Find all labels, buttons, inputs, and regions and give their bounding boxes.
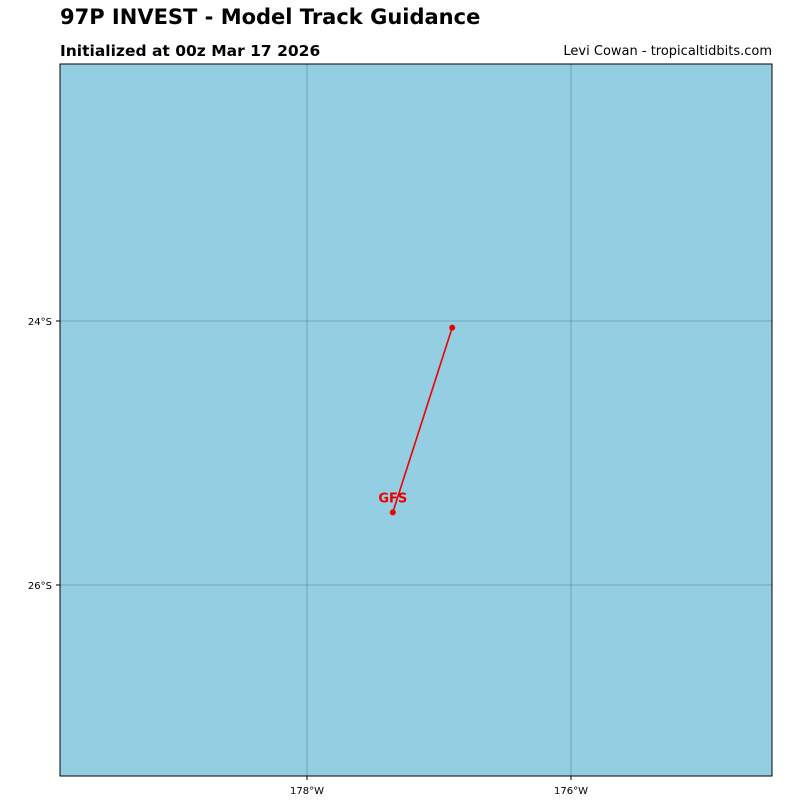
- ocean-background: [60, 64, 772, 776]
- lat-tick-label: 26°S: [28, 581, 52, 592]
- page-title: 97P INVEST - Model Track Guidance: [60, 5, 481, 29]
- credit-text: Levi Cowan - tropicaltidbits.com: [563, 44, 772, 59]
- track-label: GFS: [378, 491, 407, 506]
- lat-tick-label: 24°S: [28, 317, 52, 328]
- track-point: [449, 324, 456, 331]
- lon-tick-label: 178°W: [290, 786, 324, 797]
- track-line-gfs: [392, 327, 453, 513]
- graticule: [60, 64, 772, 776]
- lon-tick-label: 176°W: [554, 786, 588, 797]
- map-frame: [59, 63, 773, 777]
- axis-ticks: 178°W 176°W 24°S 26°S: [28, 317, 588, 797]
- model-tracks: GFS: [378, 324, 456, 516]
- track-point: [389, 509, 396, 516]
- init-time-subtitle: Initialized at 00z Mar 17 2026: [60, 42, 321, 60]
